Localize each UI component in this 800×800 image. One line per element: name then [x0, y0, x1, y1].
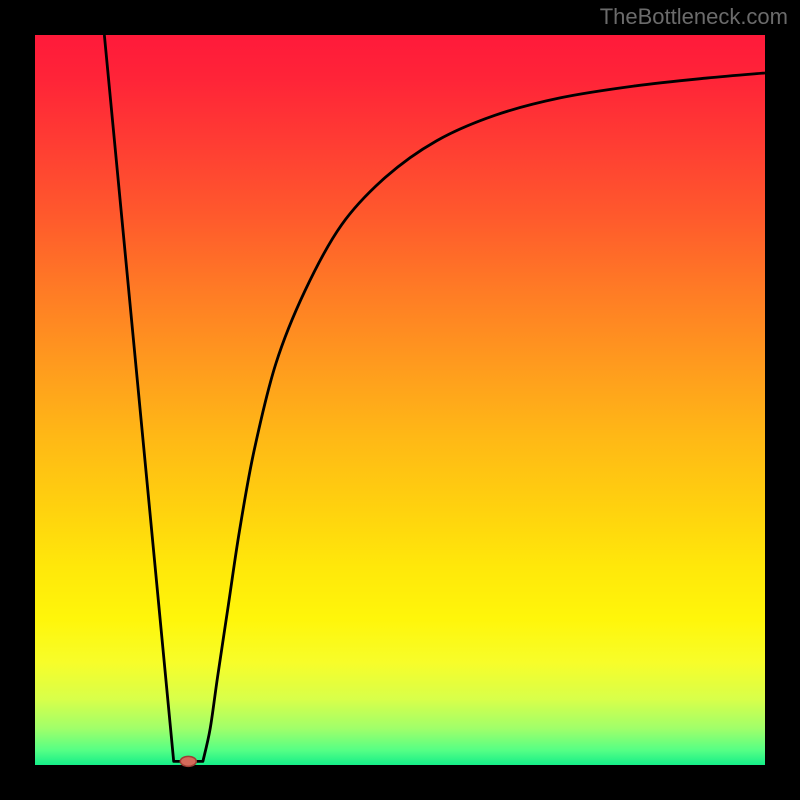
watermark-text: TheBottleneck.com — [600, 4, 788, 30]
plot-area — [35, 35, 765, 765]
optimal-point-marker — [180, 756, 196, 766]
chart-container: TheBottleneck.com — [0, 0, 800, 800]
chart-svg — [0, 0, 800, 800]
